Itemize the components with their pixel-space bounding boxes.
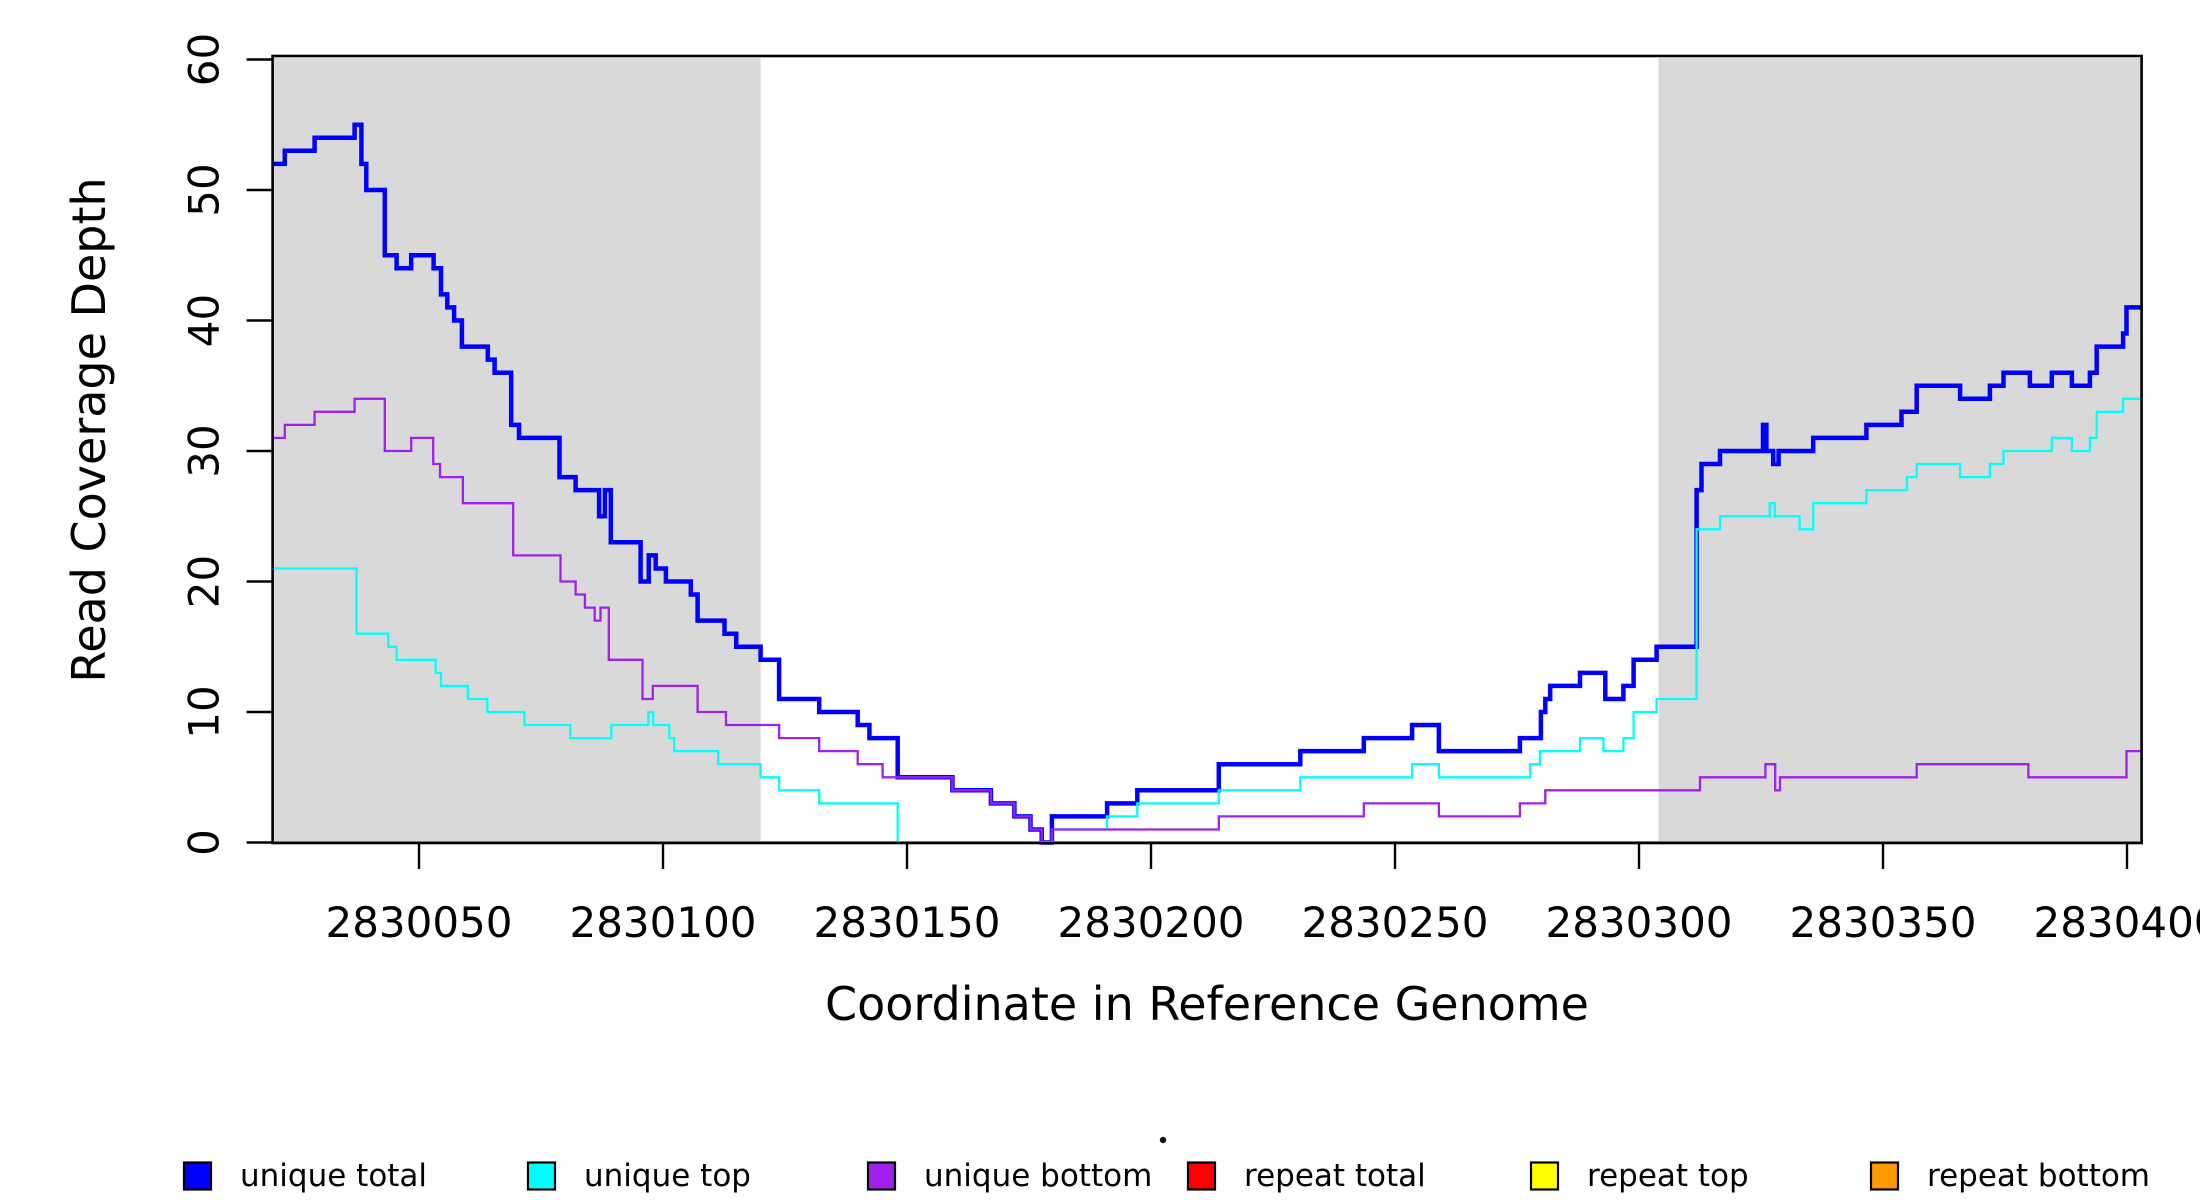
legend-label: repeat bottom (1927, 1158, 2150, 1194)
shaded-regions (272, 58, 2142, 842)
x-tick-label: 2830300 (1545, 898, 1732, 947)
legend-label: repeat total (1244, 1158, 1426, 1194)
y-tick-label: 10 (180, 685, 229, 738)
chart-legend: unique total unique top unique bottom repea… (182, 1158, 2150, 1194)
axis-ticks (246, 58, 2129, 869)
legend-item-unique-bottom: unique bottom (866, 1158, 1152, 1194)
legend-item-repeat-total: repeat total (1186, 1158, 1426, 1194)
y-tick-label: 50 (180, 163, 229, 216)
y-tick-label: 40 (180, 294, 229, 347)
shaded-region-repeat-flank-left (272, 58, 761, 842)
y-tick-label: 30 (180, 424, 229, 477)
stray-dot-artifact (1159, 1136, 1167, 1144)
x-tick-label: 2830200 (1057, 898, 1244, 947)
plot-frame (271, 54, 2143, 845)
legend-label: unique bottom (924, 1158, 1152, 1194)
x-tick-label: 2830150 (813, 898, 1000, 947)
x-tick-label: 2830050 (325, 898, 512, 947)
legend-swatch-repeat-total (1186, 1161, 1217, 1191)
legend-swatch-repeat-top (1529, 1161, 1560, 1191)
x-tick-label: 2830100 (569, 898, 756, 947)
x-tick-label: 2830250 (1301, 898, 1488, 947)
legend-item-unique-total: unique total (182, 1158, 427, 1194)
x-axis-title: Coordinate in Reference Genome (825, 977, 1589, 1031)
y-tick-label: 0 (180, 829, 229, 856)
legend-item-repeat-bottom: repeat bottom (1869, 1158, 2150, 1194)
legend-item-unique-top: unique top (526, 1158, 751, 1194)
legend-swatch-unique-bottom (866, 1161, 897, 1191)
y-tick-label: 60 (180, 33, 229, 86)
legend-label: unique top (584, 1158, 751, 1194)
axis-tick-labels: 2830050 2830100 2830150 2830200 2830250 28303… (180, 33, 2200, 947)
y-tick-label: 20 (180, 555, 229, 608)
x-tick-label: 2830350 (1789, 898, 1976, 947)
legend-swatch-unique-total (182, 1161, 213, 1191)
y-axis-title: Read Coverage Depth (62, 177, 116, 682)
legend-swatch-repeat-bottom (1869, 1161, 1900, 1191)
legend-item-repeat-top: repeat top (1529, 1158, 1749, 1194)
legend-label: unique total (240, 1158, 427, 1194)
legend-label: repeat top (1587, 1158, 1749, 1194)
series-line-unique-top (272, 397, 2142, 844)
series-line-unique-bottom (272, 397, 2142, 844)
plot-border (271, 54, 2143, 845)
legend-swatch-unique-top (526, 1161, 557, 1191)
